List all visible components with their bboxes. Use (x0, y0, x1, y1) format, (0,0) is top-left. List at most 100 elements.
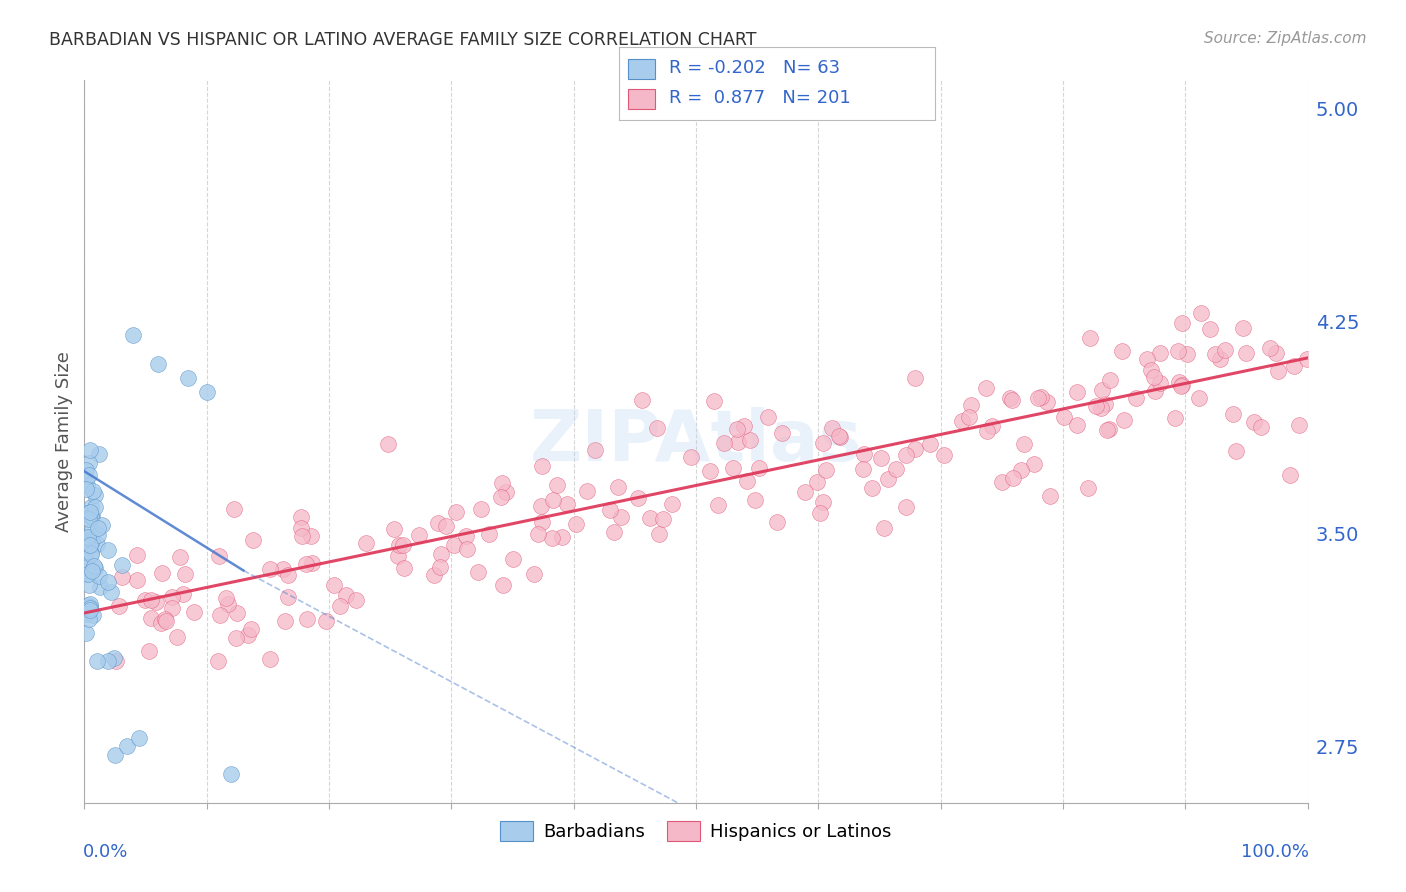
Point (1149, 376, 1171, 390)
Point (1222, 408, 1244, 422)
Point (813, 436, 835, 450)
Point (575, 483, 598, 498)
Point (1282, 359, 1305, 373)
Point (80, 565, 103, 579)
Point (392, 561, 415, 575)
Point (1295, 351, 1317, 366)
Point (1143, 384, 1166, 398)
Point (1125, 391, 1147, 405)
Point (1012, 437, 1035, 451)
Point (77, 456, 100, 470)
Point (603, 524, 626, 539)
Point (904, 371, 927, 385)
Point (290, 509, 312, 524)
Point (1189, 305, 1212, 319)
Point (79, 597, 101, 611)
Point (139, 592, 162, 607)
Point (1288, 417, 1310, 432)
Point (77, 578, 100, 592)
Point (610, 509, 633, 524)
Point (478, 527, 501, 541)
Point (96, 574, 118, 589)
Point (1035, 395, 1057, 409)
Point (177, 371, 200, 385)
Point (169, 550, 191, 565)
Point (852, 461, 875, 475)
Point (356, 536, 378, 550)
Point (1188, 391, 1211, 405)
Point (1028, 391, 1050, 405)
Point (79, 505, 101, 519)
Point (107, 599, 129, 614)
Point (1204, 347, 1226, 361)
Point (974, 382, 997, 396)
Point (408, 528, 430, 542)
Point (1278, 468, 1301, 483)
Point (160, 601, 183, 615)
Point (740, 433, 762, 447)
Point (530, 499, 553, 513)
Point (744, 492, 766, 507)
Point (638, 510, 661, 524)
Point (918, 437, 941, 451)
Point (443, 538, 465, 552)
Point (79, 538, 101, 552)
Point (1225, 444, 1247, 458)
Point (225, 631, 247, 645)
Point (703, 394, 725, 409)
Point (727, 435, 749, 450)
Point (960, 398, 983, 412)
Point (699, 464, 721, 478)
Point (111, 558, 134, 573)
Point (531, 459, 554, 474)
Point (240, 622, 263, 636)
Point (1084, 399, 1107, 413)
Point (77, 531, 100, 545)
Point (80, 500, 103, 514)
Point (894, 500, 917, 514)
Point (329, 599, 352, 613)
Point (195, 384, 218, 399)
Point (1167, 344, 1189, 359)
Point (1001, 471, 1024, 485)
Point (981, 419, 1004, 434)
Point (152, 566, 174, 581)
Point (155, 614, 177, 628)
Point (583, 442, 606, 457)
Point (1199, 321, 1222, 335)
Point (1213, 343, 1236, 357)
Point (647, 421, 669, 435)
Point (110, 570, 132, 584)
Point (76, 599, 98, 613)
Point (1112, 413, 1135, 427)
Point (153, 612, 176, 626)
Text: BARBADIAN VS HISPANIC OR LATINO AVERAGE FAMILY SIZE CORRELATION CHART: BARBADIAN VS HISPANIC OR LATINO AVERAGE … (49, 31, 756, 49)
Point (75, 530, 97, 544)
Point (273, 562, 295, 576)
Point (86, 521, 108, 535)
Point (713, 435, 735, 450)
Point (80, 533, 103, 548)
Point (1258, 341, 1281, 355)
Point (707, 498, 730, 512)
Point (377, 437, 399, 451)
Point (976, 424, 998, 438)
Point (770, 426, 793, 441)
Point (344, 593, 367, 607)
Point (756, 409, 779, 424)
Point (950, 414, 973, 428)
Point (80, 523, 103, 537)
Point (76, 607, 98, 621)
Text: 0.0%: 0.0% (83, 843, 128, 861)
Point (208, 608, 231, 623)
Point (1010, 463, 1032, 477)
Point (1139, 362, 1161, 376)
Point (661, 496, 683, 510)
Y-axis label: Average Family Size: Average Family Size (55, 351, 73, 532)
Text: R =  0.877   N= 201: R = 0.877 N= 201 (669, 89, 851, 107)
Point (207, 654, 229, 668)
Point (723, 461, 745, 475)
Text: 100.0%: 100.0% (1241, 843, 1309, 861)
Point (1001, 392, 1024, 407)
Point (75, 554, 97, 568)
